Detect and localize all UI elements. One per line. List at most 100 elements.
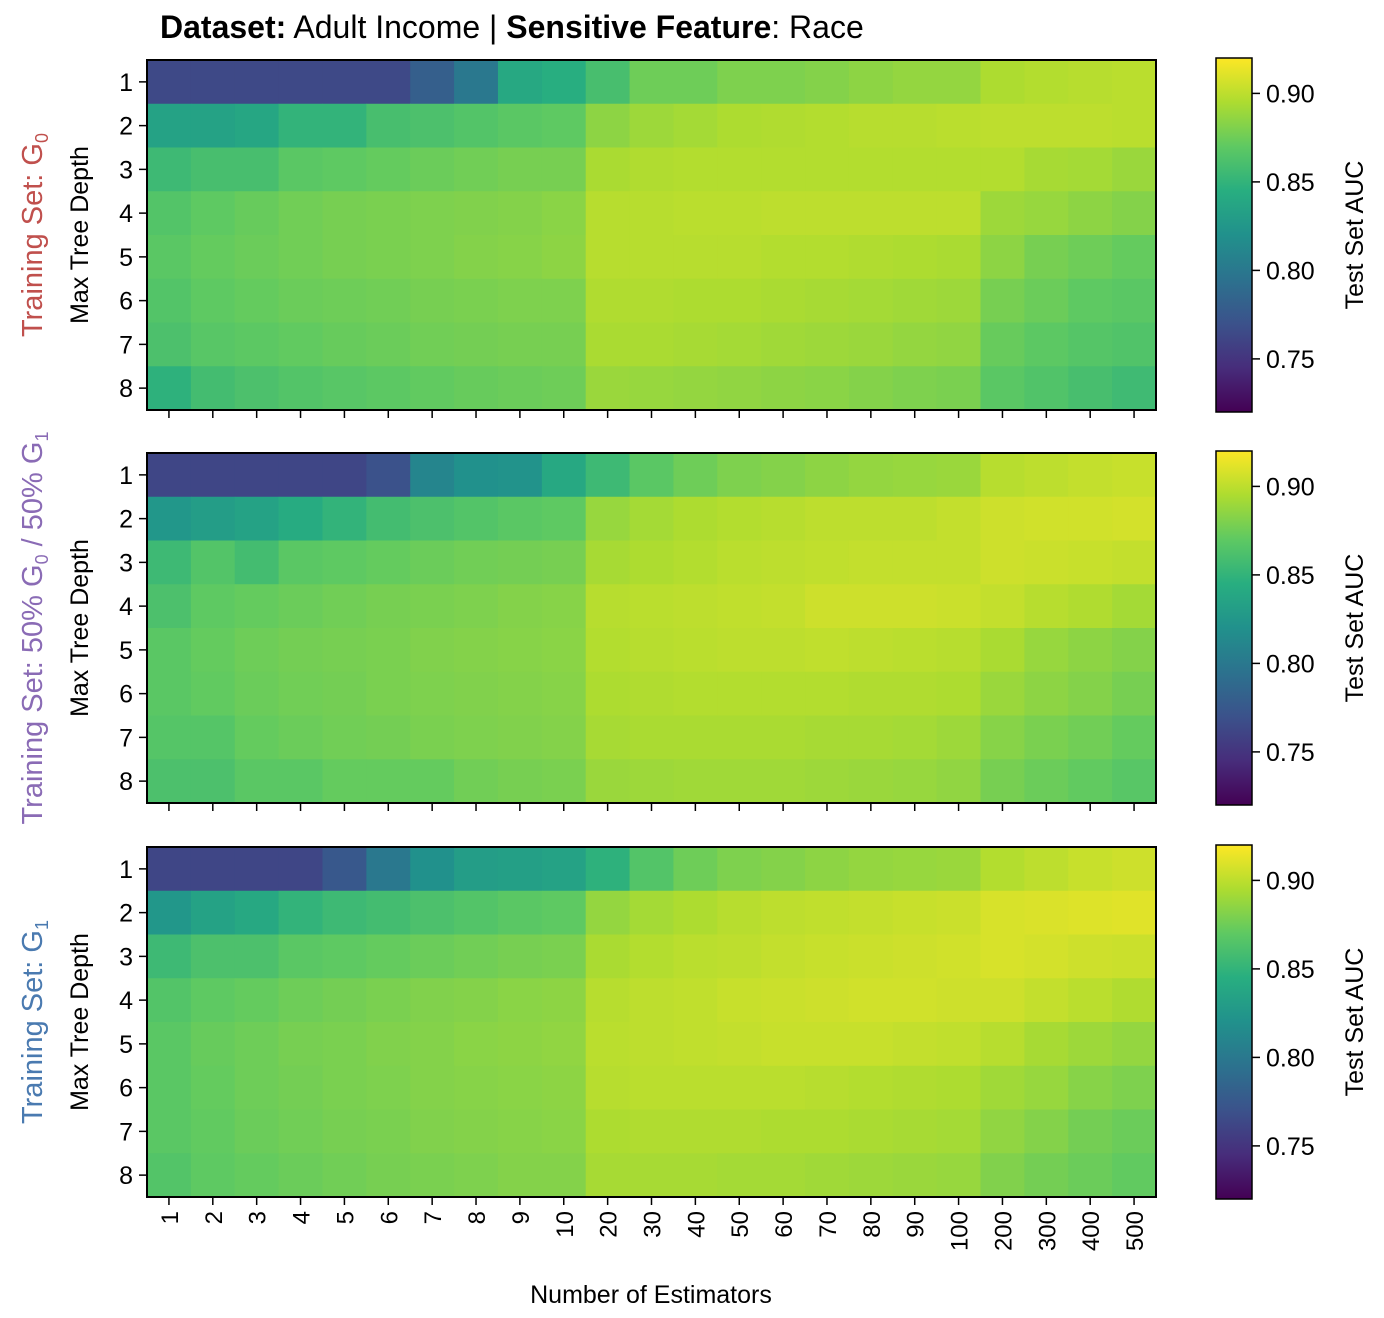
heatmap-cell [454, 628, 499, 673]
heatmap-cell [980, 584, 1025, 629]
x-tick-label: 40 [683, 1211, 710, 1238]
heatmap-cell [1112, 584, 1157, 629]
heatmap-cell [805, 540, 850, 585]
heatmap-cell [147, 235, 192, 280]
x-tick-label: 10 [552, 1211, 579, 1238]
y-tick-label: 2 [119, 113, 133, 141]
heatmap-cell [717, 1109, 762, 1154]
heatmap-cell [1068, 584, 1113, 629]
heatmap-cell [454, 540, 499, 585]
heatmap-cell [761, 847, 806, 892]
heatmap-cell [585, 759, 631, 804]
heatmap-cell [410, 278, 455, 324]
y-tick-label: 1 [119, 462, 133, 490]
heatmap-cell [147, 453, 192, 498]
heatmap-cell [673, 191, 718, 236]
heatmap-cell [147, 715, 192, 760]
heatmap-cell [234, 453, 280, 498]
heatmap-cell [541, 278, 587, 324]
heatmap-cell [366, 584, 411, 629]
heatmap-cell [278, 1153, 324, 1198]
heatmap-cell [936, 1109, 982, 1154]
heatmap-cell [1068, 496, 1113, 542]
heatmap-cell [322, 191, 367, 236]
heatmap-cell [629, 628, 675, 673]
heatmap-cell [454, 453, 499, 498]
heatmap-cell [497, 1153, 543, 1198]
heatmap-cell [497, 453, 543, 498]
heatmap-cell [322, 322, 367, 367]
heatmap-cell [454, 934, 499, 979]
heatmap-cell [1024, 453, 1069, 498]
heatmap-cell [278, 540, 324, 585]
heatmap-cell [1024, 496, 1069, 542]
y-tick-label: 1 [119, 856, 133, 884]
heatmap-cell [936, 978, 982, 1023]
heatmap-cell [190, 496, 236, 542]
heatmap-cell [190, 1109, 236, 1154]
heatmap-cell [717, 322, 762, 367]
heatmap-cell [454, 715, 499, 760]
heatmap-cell [980, 934, 1025, 979]
heatmap-cell [892, 759, 938, 804]
heatmap-cell [761, 366, 806, 411]
heatmap-cell [805, 1109, 850, 1154]
heatmap-cell [761, 496, 806, 542]
heatmap-cell [322, 147, 367, 192]
heatmap-cell [848, 715, 894, 760]
heatmap-cell [410, 934, 455, 979]
heatmap-cell [936, 934, 982, 979]
x-tick-label: 60 [771, 1211, 798, 1238]
heatmap-cell [278, 453, 324, 498]
heatmap-cell [190, 322, 236, 367]
heatmap-cell [541, 890, 587, 936]
heatmap-cell [761, 147, 806, 192]
heatmap-cell [980, 496, 1025, 542]
heatmap-cell [234, 1153, 280, 1198]
heatmap-cell [980, 715, 1025, 760]
heatmap-cell [673, 147, 718, 192]
x-tick-label: 2 [201, 1211, 228, 1224]
heatmap-cell [410, 322, 455, 367]
y-tick-label: 4 [119, 200, 133, 228]
heatmap-cell [629, 322, 675, 367]
heatmap-cell [1112, 235, 1157, 280]
heatmap-cell [147, 1153, 192, 1198]
heatmap-cell [1112, 540, 1157, 585]
colorbar [1215, 57, 1253, 413]
heatmap-cell [848, 191, 894, 236]
heatmap-cell [454, 847, 499, 892]
heatmap-cell [585, 191, 631, 236]
heatmap-cell [629, 1065, 675, 1111]
heatmap-cell [585, 453, 631, 498]
heatmap-cell [497, 366, 543, 411]
heatmap-cell [585, 671, 631, 717]
heatmap-cell [234, 890, 280, 936]
heatmap-cell [366, 496, 411, 542]
x-tick-label: 20 [596, 1211, 623, 1238]
heatmap-cell [1068, 147, 1113, 192]
heatmap-cell [322, 584, 367, 629]
heatmap-panel: 1 2 3 4 5 6 7 8 Max Tree Depth Training Set: G0​ 0… [17, 57, 1369, 418]
heatmap-cell [761, 671, 806, 717]
x-tick-label: 400 [1078, 1211, 1105, 1251]
heatmap-cell [497, 1022, 543, 1067]
heatmap-cell [936, 60, 982, 105]
x-tick-label: 6 [376, 1211, 403, 1224]
heatmap-cell [848, 671, 894, 717]
heatmap-cell [234, 759, 280, 804]
heatmap-cell [761, 191, 806, 236]
heatmap-cell [541, 628, 587, 673]
heatmap-cell [190, 628, 236, 673]
heatmap-cell [1068, 759, 1113, 804]
heatmap-cell [805, 978, 850, 1023]
heatmap-cell [585, 715, 631, 760]
heatmap-cell [936, 890, 982, 936]
heatmap-cell [454, 191, 499, 236]
heatmap-cell [322, 847, 367, 892]
heatmap-cell [190, 1065, 236, 1111]
chart-title: Dataset: Adult Income | Sensitive Featur… [160, 9, 864, 45]
heatmap-cell [1068, 103, 1113, 149]
heatmap-cell [805, 890, 850, 936]
heatmap-cell [892, 715, 938, 760]
